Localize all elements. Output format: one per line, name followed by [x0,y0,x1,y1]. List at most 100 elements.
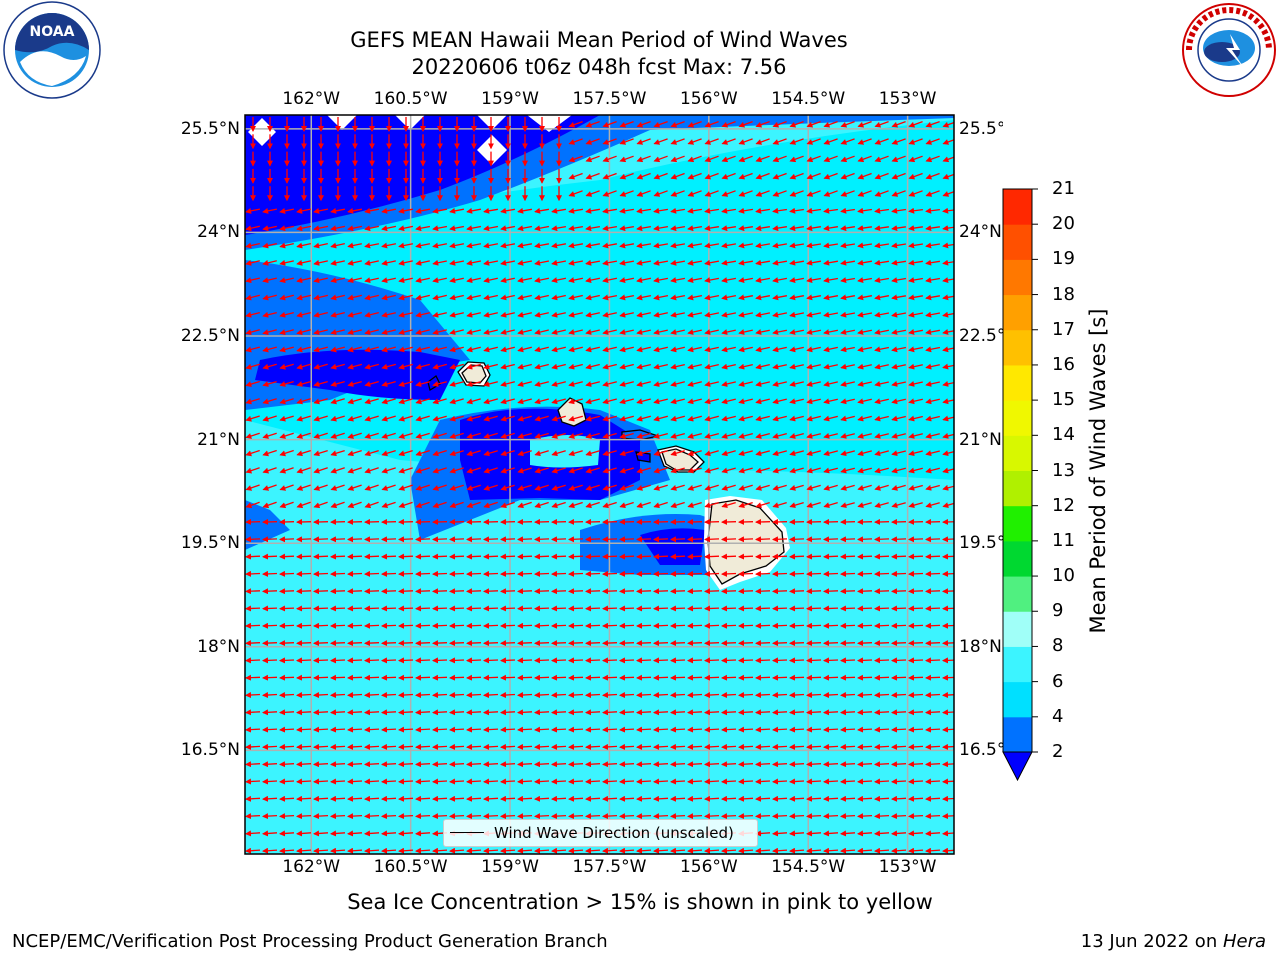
wave-direction-arrow [347,207,363,214]
wave-direction-arrow [857,172,872,180]
wave-direction-arrow [840,311,856,318]
wave-direction-arrow [925,553,941,560]
wave-direction-arrow [381,622,397,629]
wave-direction-arrow [364,726,380,733]
wave-direction-arrow [534,225,550,232]
wave-direction-arrow [279,588,295,595]
wave-direction-arrow [840,553,856,560]
wave-direction-arrow [687,692,703,699]
wave-direction-arrow [500,640,516,647]
wave-direction-arrow [738,657,754,664]
wave-direction-arrow [721,813,737,820]
wave-direction-arrow [619,743,635,750]
wave-direction-arrow [279,813,295,820]
wave-direction-arrow [381,692,397,699]
wave-direction-arrow [534,398,549,405]
wave-direction-arrow [670,761,686,768]
wave-direction-arrow [840,588,856,595]
wave-direction-arrow [653,674,669,681]
wave-direction-arrow [296,778,312,785]
wave-direction-arrow [313,795,329,802]
wave-direction-arrow [466,415,481,422]
wave-direction-arrow [364,259,379,266]
wave-direction-arrow [432,225,448,232]
wave-direction-arrow [415,242,431,249]
wave-direction-arrow [755,207,771,214]
wave-direction-arrow [687,190,702,197]
wave-direction-arrow [806,415,821,422]
wave-direction-arrow [925,346,941,353]
wave-direction-arrow [755,225,771,232]
wave-direction-arrow [908,726,924,733]
wave-direction-arrow [364,553,380,560]
wave-direction-arrow [296,225,312,232]
wave-direction-arrow [364,813,380,820]
wave-direction-arrow [840,207,855,214]
wave-direction-arrow [432,363,447,370]
wave-direction-arrow [670,398,685,405]
wave-direction-arrow [296,329,311,336]
wave-direction-arrow [653,570,669,577]
wave-direction-arrow [585,674,601,681]
wave-direction-arrow [687,709,703,716]
wave-direction-arrow [891,363,906,370]
wave-direction-arrow [245,225,260,232]
wave-direction-arrow [636,259,652,266]
wave-direction-arrow [925,363,940,370]
wave-direction-arrow [296,432,311,439]
masked-cell [327,115,357,130]
wave-direction-arrow [500,709,516,716]
wave-direction-arrow [330,259,345,266]
wave-direction-arrow [245,795,261,802]
wave-direction-arrow [857,813,873,820]
wave-direction-arrow [942,329,954,335]
wave-direction-arrow [942,346,954,353]
wave-direction-arrow [466,622,482,629]
wave-direction-arrow [432,294,447,301]
wave-direction-arrow [262,605,278,612]
wave-direction-arrow [262,674,278,681]
wave-direction-arrow [347,277,362,284]
wave-direction-arrow [857,622,873,629]
wave-direction-arrow [687,311,703,318]
wave-direction-arrow [755,778,771,785]
wave-direction-arrow [806,311,822,318]
wave-direction-arrow [619,277,635,284]
wave-direction-arrow [347,588,363,595]
wave-direction-arrow [738,259,754,266]
wave-direction-arrow [755,138,770,145]
colorbar-tick-label: 10 [1052,565,1075,587]
wave-direction-arrow [330,536,346,543]
wave-direction-arrow [874,138,889,145]
wave-direction-arrow [415,709,431,716]
wave-direction-arrow [517,795,533,802]
wave-direction-arrow [738,346,753,353]
wave-direction-arrow [840,674,856,681]
wave-direction-arrow [653,588,669,595]
wave-direction-arrow [925,172,940,180]
wave-direction-arrow [296,398,311,405]
wave-direction-arrow [551,398,566,405]
wave-direction-arrow [330,570,346,577]
wave-direction-arrow [313,259,328,266]
wave-direction-arrow [432,657,448,664]
wave-direction-arrow [381,674,397,681]
wave-direction-arrow [381,363,396,370]
wave-direction-arrow [551,311,566,318]
wave-direction-arrow [347,553,363,560]
wave-direction-arrow [721,346,736,353]
wave-direction-arrow [891,346,907,353]
wave-direction-arrow [551,363,566,370]
wave-direction-arrow [925,743,941,750]
wave-direction-arrow [857,657,873,664]
wave-direction-arrow [568,120,583,128]
wave-direction-arrow [840,398,855,405]
wave-direction-arrow [432,432,447,439]
wave-direction-arrow [721,743,737,750]
wave-direction-arrow [687,225,703,232]
wave-direction-arrow [721,657,737,664]
wave-direction-arrow [466,743,482,750]
wave-direction-arrow [755,536,771,543]
wave-direction-arrow [874,588,890,595]
wave-direction-arrow [891,588,907,595]
